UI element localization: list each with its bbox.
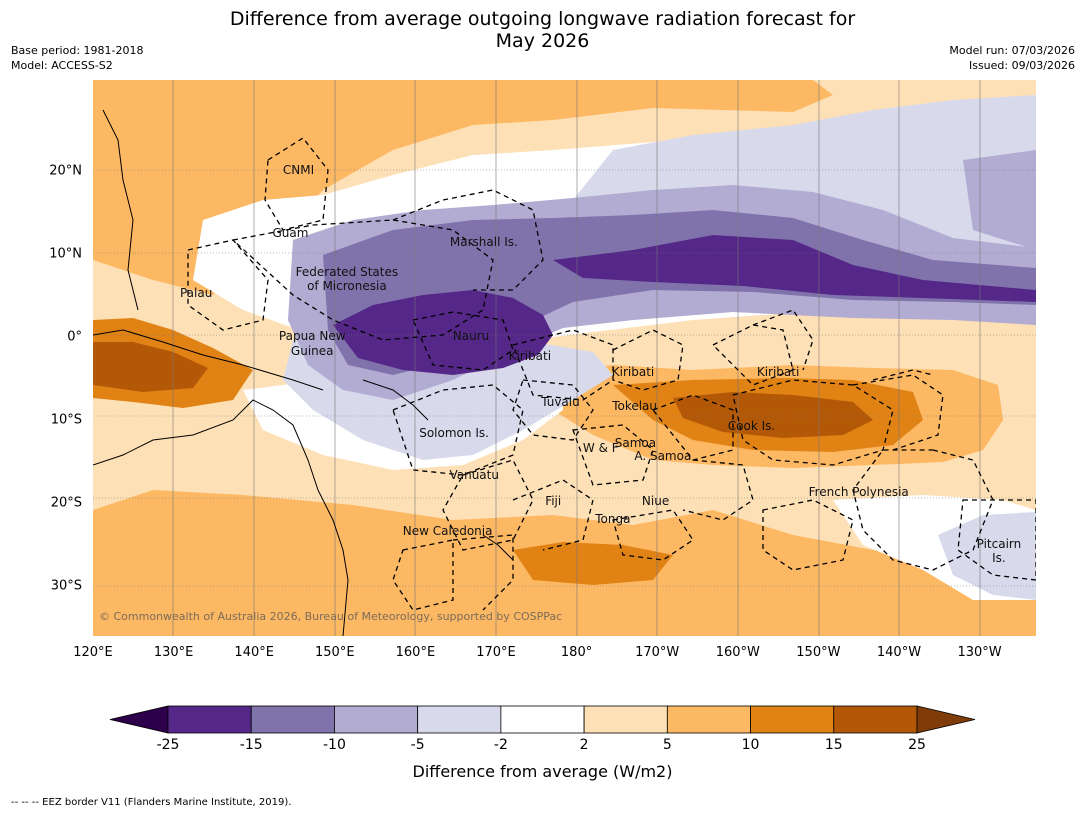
place-label: Fiji: [545, 493, 562, 508]
lat-tick-label: 30°S: [50, 578, 82, 594]
issued-date: Issued: 09/03/2026: [968, 59, 1075, 72]
eez-footnote: -- -- -- EEZ border V11 (Flanders Marine…: [11, 797, 292, 808]
place-label: Pitcairn: [976, 536, 1022, 551]
colorbar-segment: [666, 705, 751, 734]
colorbar-tick-label: -5: [410, 737, 425, 753]
place-label: A. Samoa: [634, 448, 692, 463]
meta-left: Base period: 1981-2018 Model: ACCESS-S2: [11, 43, 143, 73]
colorbar-tick-label: 25: [908, 737, 926, 753]
colorbar-tick-label: 5: [662, 737, 672, 753]
lon-tick-label: 120°E: [73, 645, 113, 660]
title-line-2: May 2026: [495, 30, 590, 52]
anomaly-brown-cook: [673, 392, 873, 438]
colorbar-title: Difference from average (W/m2): [412, 762, 673, 781]
lon-tick-label: 160°W: [715, 645, 760, 660]
place-label: Niue: [641, 493, 670, 508]
anomaly-purple-east: [963, 150, 1036, 250]
lat-tick-label: 10°N: [49, 246, 82, 262]
anomaly-brown-png: [93, 342, 208, 392]
place-label: Federated States: [295, 264, 399, 279]
place-label: French Polynesia: [808, 485, 909, 500]
lat-tick-label: 20°N: [49, 163, 82, 179]
place-label: Marshall Is.: [449, 234, 518, 249]
lon-tick-label: 150°E: [315, 645, 355, 660]
place-label: Guinea: [290, 343, 334, 358]
lon-tick-label: 180°: [560, 645, 593, 660]
colorbar-tick-label: -25: [156, 737, 180, 753]
colorbar-tick-label: -15: [239, 737, 263, 753]
lon-tick-label: 130°W: [957, 645, 1002, 660]
colorbar-tick-label: 10: [741, 737, 760, 753]
lon-tick-label: 140°W: [876, 645, 922, 660]
colorbar-extend-high: [916, 705, 976, 734]
colorbar-segment: [583, 705, 668, 734]
lon-tick-label: 140°E: [234, 645, 274, 660]
lon-tick-label: 130°E: [153, 645, 194, 660]
colorbar-segment: [417, 705, 502, 734]
map-panel: [93, 80, 1036, 636]
colorbar-segment: [833, 705, 918, 734]
colorbar-segment: [250, 705, 335, 734]
lon-tick-label: 170°W: [635, 645, 680, 660]
place-label: Nauru: [452, 328, 490, 343]
copyright-notice: © Commonwealth of Australia 2026, Bureau…: [99, 610, 563, 623]
place-label: CNMI: [282, 162, 315, 177]
colorbar-segment: [750, 705, 835, 734]
place-label: Samoa: [614, 435, 657, 450]
place-label: W & F: [582, 441, 619, 456]
lat-tick-label: 10°S: [50, 412, 82, 428]
place-label: Kiribati: [508, 348, 552, 363]
colorbar-tick-label: -10: [323, 737, 346, 753]
place-label: Cook Is.: [727, 419, 776, 434]
title-line-1: Difference from average outgoing longwav…: [229, 8, 856, 30]
base-period: Base period: 1981-2018: [11, 44, 144, 57]
colorbar-tick-label: 15: [824, 737, 843, 753]
eez-borders: [187, 137, 1036, 611]
place-label: Tuvalu: [541, 394, 580, 409]
lon-tick-label: 160°E: [395, 645, 436, 660]
place-label: Is.: [992, 550, 1006, 565]
anomaly-lavender-pitcairn: [938, 512, 1036, 600]
place-label: Kiribati: [756, 365, 800, 380]
coastlines: [93, 109, 514, 636]
place-label: Kiribati: [611, 365, 655, 380]
place-label: Palau: [179, 286, 213, 301]
place-label: Vanuatu: [449, 468, 499, 482]
colorbar-segment: [500, 705, 585, 734]
anomaly-deep-purple-core: [333, 290, 553, 375]
anomaly-map: [93, 80, 1036, 636]
colorbar-extend-low: [109, 705, 169, 734]
colorbar: [109, 705, 976, 734]
place-label: Solomon Is.: [419, 425, 489, 440]
map-gridlines: [93, 169, 1036, 587]
place-label: New Caledonia: [402, 523, 493, 538]
place-label: of Micronesia: [307, 278, 387, 293]
lon-tick-label: 170°E: [476, 645, 516, 660]
colorbar-segment: [167, 705, 252, 734]
place-label: Papua New: [278, 328, 346, 343]
lat-tick-label: 20°S: [50, 495, 82, 511]
map-meridians: [172, 80, 981, 636]
lat-tick-label: 0°: [67, 329, 82, 345]
colorbar-tick-label: 2: [579, 737, 589, 753]
model-run: Model run: 07/03/2026: [949, 44, 1075, 57]
anomaly-deep-purple-north: [553, 235, 1036, 302]
meta-right: Model run: 07/03/2026 Issued: 09/03/2026: [949, 43, 1075, 73]
colorbar-tick-label: -2: [493, 737, 508, 753]
colorbar-segment: [334, 705, 419, 734]
anomaly-dark-orange-south: [513, 542, 673, 585]
place-label: Tonga: [595, 511, 631, 526]
model-name: Model: ACCESS-S2: [11, 59, 113, 72]
anomaly-orange-nw: [93, 80, 833, 295]
chart-title: Difference from average outgoing longwav…: [0, 8, 1085, 52]
place-label: Tokelau: [612, 399, 658, 414]
lon-tick-label: 150°W: [796, 645, 841, 660]
place-label: Guam: [272, 225, 309, 240]
